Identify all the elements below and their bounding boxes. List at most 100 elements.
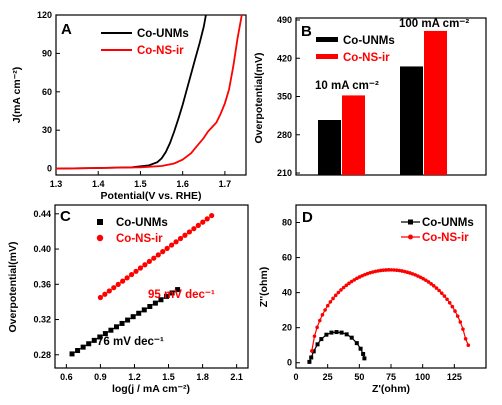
panel-c-xlabel: log(j / mA cm⁻²) xyxy=(112,383,190,395)
x-tick-label: 50 xyxy=(354,372,364,382)
point-co-ns-ir xyxy=(421,276,425,281)
point-co-unms xyxy=(358,346,363,351)
y-tick-label: 0.44 xyxy=(33,209,51,219)
point-co-ns-ir xyxy=(349,279,354,284)
point-co-unms xyxy=(102,331,108,337)
y-tick-label: 40 xyxy=(282,288,292,298)
x-tick-label: 125 xyxy=(447,372,462,382)
point-co-ns-ir xyxy=(344,283,349,288)
panel-d-xlabel: Z'(ohm) xyxy=(372,383,410,395)
point-co-unms xyxy=(147,304,153,310)
x-tick-label: 1.5 xyxy=(134,179,147,189)
bar-co-unms-1 xyxy=(400,66,423,175)
point-co-unms xyxy=(319,337,324,342)
y-tick-label: 0.28 xyxy=(33,350,51,360)
point-co-ns-ir xyxy=(204,216,210,222)
panel-a-legend: Co-UNMs Co-NS-ir xyxy=(101,28,189,57)
panel-a: A 0 30 60 90 120 1.3 1.4 1.5 1.6 1.7 Co-UNMs Co-N… xyxy=(11,10,247,202)
point-co-ns-ir xyxy=(128,271,135,278)
point-co-ns-ir xyxy=(142,262,148,268)
point-co-ns-ir xyxy=(124,275,130,281)
panel-a-xlabel: Potential(V vs. RHE) xyxy=(101,190,202,202)
legend-swatch-co-unms xyxy=(316,37,338,42)
point-co-ns-ir xyxy=(333,293,338,298)
legend-swatch-co-unms xyxy=(97,219,103,225)
point-co-ns-ir xyxy=(426,280,431,284)
point-co-unms xyxy=(108,327,114,333)
point-co-ns-ir xyxy=(336,290,341,295)
y-tick-label: 280 xyxy=(277,130,292,140)
x-tick-label: 1.4 xyxy=(92,179,105,189)
legend-label-co-ns-ir: Co-NS-ir xyxy=(137,45,184,57)
point-co-ns-ir xyxy=(450,304,455,309)
panel-d: D 0 20 40 60 80 0 25 50 75 100 125 Co-UNMs Co-NS-i… xyxy=(258,204,487,395)
x-tick-label: 100 xyxy=(415,372,430,382)
point-co-ns-ir xyxy=(434,286,439,290)
point-co-ns-ir xyxy=(384,268,388,272)
legend-label-co-ns-ir: Co-NS-ir xyxy=(422,232,469,244)
panel-c-letter: C xyxy=(60,208,71,225)
point-co-ns-ir xyxy=(169,242,175,248)
point-co-ns-ir xyxy=(151,255,157,261)
series-line-co-unms xyxy=(55,14,207,170)
panel-d-letter: D xyxy=(302,209,313,226)
y-tick-label: 0.40 xyxy=(33,244,51,254)
x-tick-label: 1.5 xyxy=(162,372,175,382)
legend-marker-co-unms xyxy=(408,219,413,225)
y-tick-label: 20 xyxy=(282,323,292,333)
y-tick-label: 0 xyxy=(287,358,292,368)
point-co-unms xyxy=(158,297,164,303)
panel-c-legend: Co-UNMs Co-NS-ir xyxy=(96,217,168,245)
point-co-ns-ir xyxy=(97,294,104,301)
panel-c: C 0.28 0.32 0.36 0.40 0.44 0.6 0.9 1.2 1.5 1.8 2.1… xyxy=(7,204,249,395)
slope-label-co-unms: 76 mV dec⁻¹ xyxy=(97,336,164,348)
y-tick-label: 90 xyxy=(42,48,52,58)
y-tick-label: 0 xyxy=(47,164,52,174)
panel-b-legend: Co-UNMs Co-NS-ir xyxy=(316,35,395,64)
panel-a-ylabel: J(mA cm⁻²) xyxy=(11,67,23,124)
x-tick-label: 1.6 xyxy=(176,179,189,189)
panel-a-marks: 0 30 60 90 120 1.3 1.4 1.5 1.6 1.7 xyxy=(37,10,243,189)
point-co-unms xyxy=(315,342,320,347)
panel-b-ylabel: Overpotential(mV) xyxy=(253,52,265,143)
panel-c-marks: 0.28 0.32 0.36 0.40 0.44 0.6 0.9 1.2 1.5 1.8 2.1 xyxy=(33,209,242,382)
point-co-unms xyxy=(141,307,147,313)
point-co-unms xyxy=(80,344,86,350)
y-tick-label: 0.32 xyxy=(33,315,51,325)
point-co-ns-ir xyxy=(133,268,139,274)
point-co-ns-ir xyxy=(195,222,201,229)
point-co-ns-ir xyxy=(312,334,317,338)
point-co-ns-ir xyxy=(177,235,184,242)
panel-c-frame xyxy=(54,204,249,369)
bar-group-label-100: 100 mA cm⁻² xyxy=(399,18,469,30)
point-co-ns-ir xyxy=(317,318,322,323)
point-co-unms xyxy=(97,334,103,340)
point-co-ns-ir xyxy=(376,269,380,273)
point-co-ns-ir xyxy=(418,275,423,280)
panel-a-letter: A xyxy=(61,21,72,38)
point-co-ns-ir xyxy=(442,294,447,298)
point-co-unms xyxy=(91,337,97,343)
point-co-ns-ir xyxy=(392,268,396,272)
point-co-ns-ir xyxy=(461,327,465,331)
x-tick-label: 2.1 xyxy=(230,372,243,382)
x-tick-label: 75 xyxy=(386,372,396,382)
point-co-ns-ir xyxy=(397,268,402,273)
y-tick-label: 60 xyxy=(282,253,292,263)
point-co-unms xyxy=(349,335,354,340)
series-line-co-unms xyxy=(308,331,365,363)
point-co-ns-ir xyxy=(320,313,325,317)
legend-label-co-unms: Co-UNMs xyxy=(422,217,474,229)
x-tick-label: 0.6 xyxy=(60,372,73,382)
point-co-ns-ir xyxy=(315,325,319,330)
panel-d-ylabel: Z''(ohm) xyxy=(258,267,270,308)
point-co-unms xyxy=(75,348,81,354)
panel-d-legend: Co-UNMs Co-NS-ir xyxy=(401,217,474,244)
point-co-ns-ir xyxy=(328,300,333,304)
point-co-ns-ir xyxy=(437,288,441,293)
point-co-unms xyxy=(329,330,334,335)
y-tick-label: 80 xyxy=(282,218,292,228)
point-co-unms xyxy=(307,359,312,364)
point-co-unms xyxy=(125,317,131,323)
slope-label-co-ns-ir: 95 mV dec⁻¹ xyxy=(148,289,215,301)
